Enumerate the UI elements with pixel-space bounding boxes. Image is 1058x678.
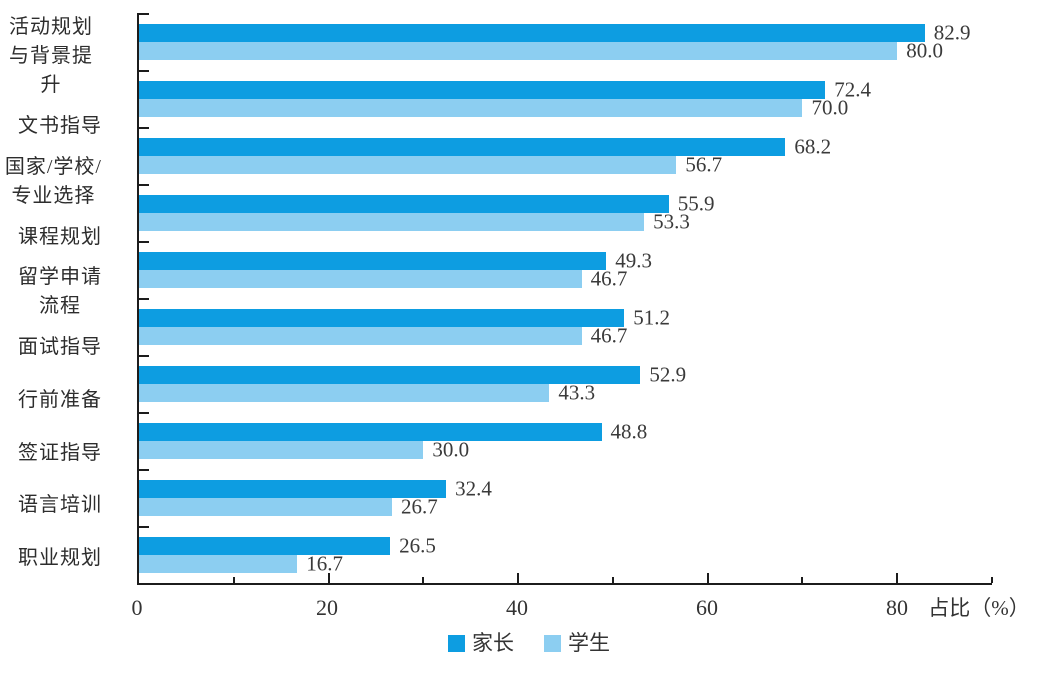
legend-item-students: 学生 (544, 633, 610, 654)
bar-row: 55.9 53.3 (139, 184, 992, 241)
value-label: 46.7 (590, 266, 628, 290)
student-bar: 53.3 (139, 211, 690, 232)
parent-bar: 55.9 (139, 193, 715, 214)
x-axis-major-tick (327, 573, 330, 583)
category-label: 职业规划 (18, 547, 102, 570)
value-label: 53.3 (653, 209, 690, 233)
x-axis-tick-labels: 0 20 40 60 80 (132, 594, 992, 622)
value-label: 32.4 (455, 476, 492, 500)
x-axis-tick-label: 40 (506, 595, 528, 620)
y-axis-tick (139, 127, 149, 129)
student-bar: 43.3 (139, 382, 595, 403)
category-label: 面试指导 (18, 336, 102, 359)
value-label: 70.0 (811, 95, 849, 119)
bar-row: 72.4 70.0 (139, 70, 992, 127)
bar-row: 32.4 26.7 (139, 469, 992, 526)
value-label: 16.7 (306, 551, 344, 575)
bar-row: 82.9 80.0 (139, 13, 992, 70)
x-axis-tick-label: 0 (131, 595, 143, 620)
value-label: 49.3 (615, 248, 652, 272)
category-label: 活动规划 与背景提升 (9, 16, 93, 96)
x-axis-major-tick (896, 573, 899, 583)
value-label: 30.0 (432, 437, 470, 461)
y-axis-tick (139, 70, 149, 72)
bar-rows: 82.9 80.0 72.4 70.0 68.2 56.7 55.9 53.3 49.3 46.7… (139, 13, 992, 583)
parent-bar: 49.3 (139, 250, 652, 271)
category-label: 语言培训 (18, 494, 102, 517)
parent-bar: 52.9 (139, 364, 686, 385)
student-bar: 46.7 (139, 268, 627, 289)
parent-bar: 68.2 (139, 136, 831, 157)
student-bar: 80.0 (139, 40, 943, 61)
category-labels: 活动规划 与背景提升文书指导国家/学校/ 专业选择课程规划留学申请 流程面试指导… (0, 13, 130, 585)
category-label: 签证指导 (18, 441, 102, 464)
student-bar: 46.7 (139, 325, 627, 346)
value-label: 51.2 (633, 305, 670, 329)
y-axis-tick (139, 526, 149, 528)
x-axis-tick-label: 20 (316, 595, 338, 620)
student-bar: 16.7 (139, 553, 343, 574)
y-axis-tick (139, 469, 149, 471)
x-axis-minor-tick (232, 577, 235, 583)
legend-swatch (448, 635, 465, 652)
x-axis-minor-tick (611, 577, 614, 583)
value-label: 43.3 (558, 380, 596, 404)
value-label: 46.7 (590, 323, 628, 347)
x-axis-major-tick (517, 573, 520, 583)
parent-bar: 32.4 (139, 478, 492, 499)
y-axis-tick (139, 13, 149, 15)
category-label: 课程规划 (18, 225, 102, 248)
legend: 家长 学生 (0, 633, 1058, 654)
x-axis-minor-tick (422, 577, 425, 583)
legend-swatch (544, 635, 561, 652)
plot-area: 82.9 80.0 72.4 70.0 68.2 56.7 55.9 53.3 49.3 46.7… (137, 13, 993, 585)
category-label: 文书指导 (18, 114, 102, 137)
x-axis-minor-tick (991, 577, 993, 583)
category-label: 国家/学校/ 专业选择 (4, 155, 102, 207)
value-label: 80.0 (906, 38, 943, 62)
value-label: 55.9 (677, 191, 715, 215)
student-bar: 70.0 (139, 97, 848, 118)
legend-label: 家长 (472, 631, 514, 655)
legend-label: 学生 (568, 631, 610, 655)
parent-bar: 48.8 (139, 421, 647, 442)
x-axis-major-tick (706, 573, 709, 583)
value-label: 82.9 (933, 20, 971, 44)
x-axis-tick-label: 80 (886, 595, 908, 620)
parent-bar: 72.4 (139, 79, 871, 100)
y-axis-tick (139, 412, 149, 414)
student-bar: 56.7 (139, 154, 722, 175)
bar-row: 52.9 43.3 (139, 355, 992, 412)
y-axis-tick (139, 184, 149, 186)
parent-bar: 26.5 (139, 535, 436, 556)
y-axis-tick (139, 241, 149, 243)
y-axis-tick (139, 355, 149, 357)
x-axis-tick-label: 60 (695, 595, 718, 620)
parent-bar: 51.2 (139, 307, 670, 328)
student-bar: 30.0 (139, 439, 469, 460)
value-label: 26.5 (399, 533, 436, 557)
value-label: 52.9 (649, 362, 687, 386)
bar-row: 51.2 46.7 (139, 298, 992, 355)
bar-row: 68.2 56.7 (139, 127, 992, 184)
x-axis-minor-tick (801, 577, 804, 583)
parent-bar: 82.9 (139, 22, 970, 43)
category-label: 行前准备 (18, 389, 102, 412)
bar-row: 26.5 16.7 (139, 526, 992, 583)
category-label: 留学申请 流程 (18, 266, 102, 318)
value-label: 68.2 (794, 134, 832, 158)
value-label: 26.7 (401, 494, 438, 518)
y-axis-tick (139, 298, 149, 300)
value-label: 72.4 (834, 77, 871, 101)
bar-row: 49.3 46.7 (139, 241, 992, 298)
bar-row: 48.8 30.0 (139, 412, 992, 469)
value-label: 48.8 (610, 419, 648, 443)
x-axis-title: 占比（%） (928, 596, 1030, 620)
student-bar: 26.7 (139, 496, 438, 517)
value-label: 56.7 (685, 152, 723, 176)
legend-item-parents: 家长 (448, 633, 514, 654)
